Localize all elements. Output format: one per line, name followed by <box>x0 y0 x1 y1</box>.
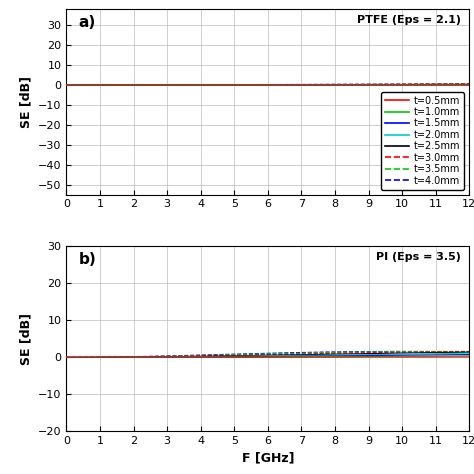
Y-axis label: SE [dB]: SE [dB] <box>19 76 32 128</box>
Text: PTFE (Eps = 2.1): PTFE (Eps = 2.1) <box>357 15 461 25</box>
Y-axis label: SE [dB]: SE [dB] <box>19 313 32 365</box>
Text: PI (Eps = 3.5): PI (Eps = 3.5) <box>376 252 461 262</box>
X-axis label: F [GHz]: F [GHz] <box>242 452 294 465</box>
Text: b): b) <box>78 252 96 267</box>
Text: a): a) <box>78 15 96 30</box>
Legend: t=0.5mm, t=1.0mm, t=1.5mm, t=2.0mm, t=2.5mm, t=3.0mm, t=3.5mm, t=4.0mm: t=0.5mm, t=1.0mm, t=1.5mm, t=2.0mm, t=2.… <box>381 91 465 190</box>
